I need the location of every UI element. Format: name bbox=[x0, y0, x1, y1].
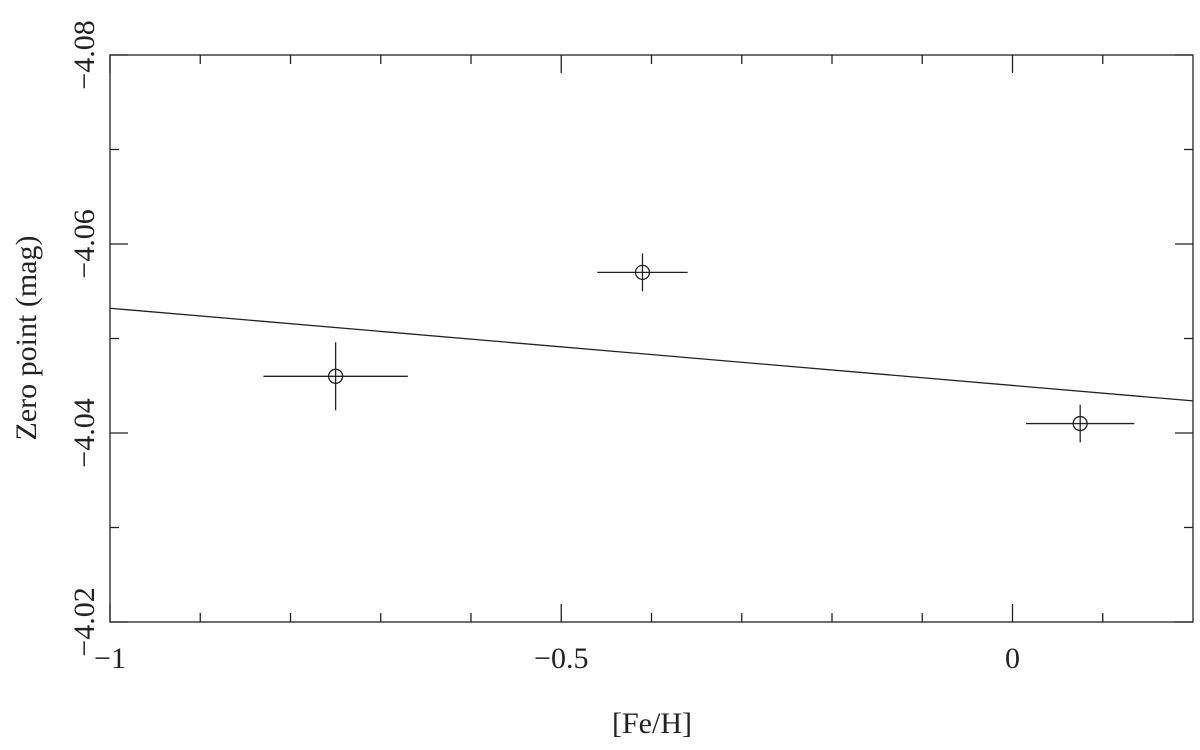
fit-line bbox=[109, 307, 1194, 402]
x-axis-label: [Fe/H] bbox=[612, 707, 692, 740]
x-tick-label: 0 bbox=[1005, 642, 1020, 675]
y-tick-label: −4.04 bbox=[68, 398, 101, 467]
point bbox=[327, 368, 344, 384]
y-axis-label: Zero point (mag) bbox=[10, 236, 43, 441]
point bbox=[634, 264, 651, 281]
y-tick-label: −4.08 bbox=[68, 20, 101, 89]
y-tick-label: −4.02 bbox=[68, 587, 101, 656]
plot-frame bbox=[109, 54, 1194, 623]
point bbox=[1072, 415, 1088, 432]
x-tick-label: −1 bbox=[94, 642, 126, 675]
y-tick-label: −4.06 bbox=[68, 209, 101, 278]
x-tick-label: −0.5 bbox=[534, 642, 588, 675]
